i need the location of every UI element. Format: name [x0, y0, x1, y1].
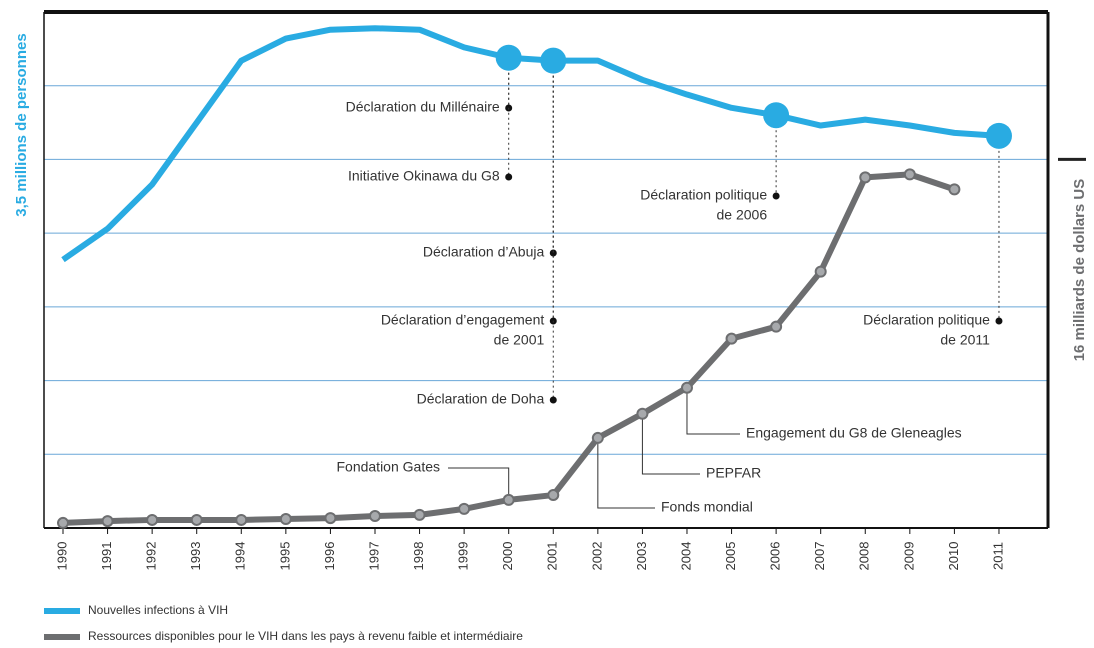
- leader-dot: [995, 317, 1003, 325]
- point: [235, 513, 248, 526]
- annotation: Déclaration de Doha: [417, 391, 545, 407]
- point: [948, 183, 961, 196]
- point: [190, 513, 203, 526]
- highlight-point: [985, 122, 1012, 149]
- annotation: de 2011: [940, 332, 990, 348]
- series-line: [61, 25, 1000, 263]
- x-tick-label: 1995: [277, 542, 292, 571]
- x-tick-label: 2007: [812, 542, 827, 571]
- legend-label: Ressources disponibles pour le VIH dans …: [88, 629, 523, 643]
- x-tick-label: 2011: [990, 542, 1005, 570]
- x-tick-label: 1990: [54, 542, 69, 571]
- x-tick-label: 1999: [456, 542, 471, 571]
- x-tick-label: 2010: [946, 542, 961, 571]
- annotation: Déclaration d’engagement: [381, 312, 545, 328]
- x-tick-label: 1997: [366, 542, 381, 571]
- legend-label: Nouvelles infections à VIH: [88, 603, 228, 617]
- point: [636, 407, 649, 420]
- annotation: de 2006: [717, 207, 768, 223]
- point: [324, 512, 337, 525]
- point: [146, 513, 159, 526]
- point: [591, 431, 604, 444]
- highlight-point: [495, 44, 522, 71]
- point: [502, 493, 515, 506]
- x-tick-label: 2000: [500, 542, 515, 571]
- annotation: Fondation Gates: [336, 459, 440, 475]
- x-tick-label: 2005: [723, 542, 738, 571]
- annotation: de 2001: [494, 332, 545, 348]
- point: [814, 265, 827, 278]
- point: [770, 320, 783, 333]
- highlight-point: [763, 102, 790, 129]
- leader: [641, 413, 700, 475]
- highlight-point: [540, 47, 567, 74]
- annotation: Déclaration politique: [863, 312, 990, 328]
- point: [680, 381, 693, 394]
- x-tick-label: 1992: [144, 542, 159, 571]
- annotation: Déclaration politique: [640, 187, 767, 203]
- leader-dot: [549, 249, 557, 257]
- leader-dot: [505, 173, 513, 181]
- annotation: Engagement du G8 de Gleneagles: [746, 425, 962, 441]
- leader-dot: [549, 396, 557, 404]
- x-tick-label: 1991: [99, 542, 114, 571]
- point: [547, 489, 560, 502]
- annotation: Fonds mondial: [661, 499, 753, 515]
- x-tick-label: 1994: [233, 542, 248, 571]
- point: [725, 332, 738, 345]
- y2-axis-title: 16 milliards de dollars US: [1071, 179, 1088, 362]
- point: [279, 513, 292, 526]
- leader: [597, 437, 655, 509]
- point: [859, 171, 872, 184]
- x-tick-label: 2009: [901, 542, 916, 571]
- x-tick-label: 2006: [768, 542, 783, 571]
- x-tick-label: 1998: [411, 542, 426, 571]
- x-tick-label: 2004: [678, 542, 693, 571]
- leader: [448, 467, 510, 500]
- point: [903, 168, 916, 181]
- x-tick-label: 1993: [188, 542, 203, 571]
- annotation: Initiative Okinawa du G8: [348, 168, 500, 184]
- x-tick-label: 2002: [589, 542, 604, 571]
- x-tick-label: 2003: [634, 542, 649, 571]
- annotation: Déclaration du Millénaire: [346, 99, 500, 115]
- point: [368, 510, 381, 523]
- annotation: Déclaration d’Abuja: [423, 244, 545, 260]
- point: [57, 516, 69, 529]
- leader: [686, 387, 740, 435]
- point: [101, 515, 114, 528]
- y-axis-title: 3,5 millions de personnes: [13, 33, 30, 216]
- annotation: PEPFAR: [706, 465, 761, 481]
- leader-dot: [772, 192, 780, 200]
- x-tick-label: 1996: [322, 542, 337, 571]
- point: [458, 502, 471, 515]
- x-tick-label: 2001: [545, 542, 560, 571]
- point: [413, 508, 426, 521]
- x-tick-label: 2008: [857, 542, 872, 571]
